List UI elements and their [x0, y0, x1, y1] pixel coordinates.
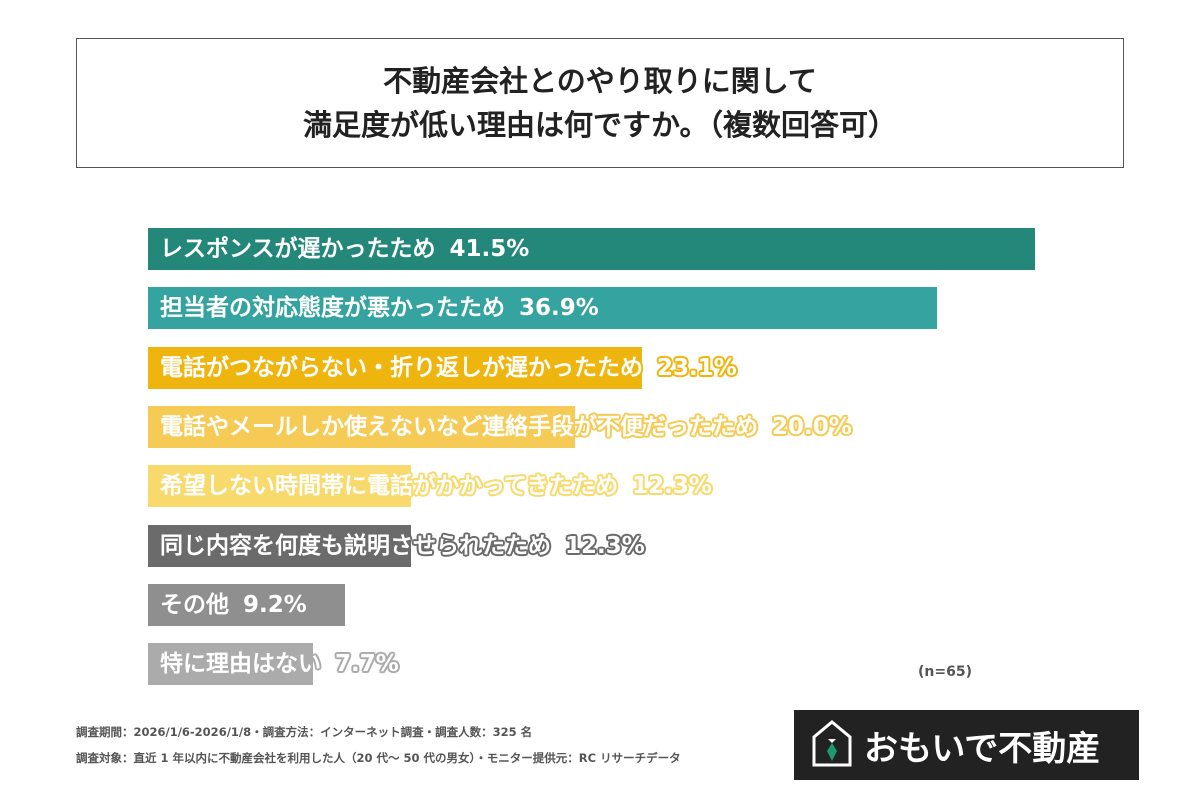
- bar-6: [148, 524, 411, 567]
- chart-title: 不動産会社とのやり取りに関して 満足度が低い理由は何ですか。（複数回答可）: [76, 38, 1124, 168]
- value-label: 9.2%: [243, 591, 307, 618]
- footer-survey-period: 調査期間：2026/1/6-2026/1/8・調査方法：インターネット調査・調査…: [76, 725, 533, 739]
- category-label: 同じ内容を何度も説明させられたため: [160, 532, 551, 559]
- logo-text: おもいで不動産: [864, 728, 1101, 769]
- bar-label-3: 電話がつながらない・折り返しが遅かったため 23.1%: [160, 347, 737, 389]
- category-label: 特に理由はない: [160, 651, 321, 678]
- value-label: 23.1%: [657, 354, 737, 381]
- bar-label-1: レスポンスが遅かったため 41.5%: [160, 228, 529, 270]
- value-label: 12.3%: [565, 532, 645, 559]
- bar-label-4: 電話やメールしか使えないなど連絡手段が不便だったため 20.0%: [160, 406, 852, 448]
- category-label: 電話がつながらない・折り返しが遅かったため: [160, 354, 643, 381]
- category-label: その他: [160, 591, 229, 618]
- title-line-2: 満足度が低い理由は何ですか。（複数回答可）: [303, 108, 897, 142]
- bar-7: [148, 583, 345, 626]
- bar-label-5: 希望しない時間帯に電話がかかってきたため 12.3%: [160, 465, 712, 507]
- bar-label-2: 担当者の対応態度が悪かったため 36.9%: [160, 287, 599, 329]
- bar-3: [148, 346, 642, 389]
- category-label: 希望しない時間帯に電話がかかってきたため: [160, 473, 619, 500]
- bar-2: [148, 287, 937, 330]
- bar-chart: レスポンスが遅かったため 41.5% 担当者の対応態度が悪かったため 36.9% 電話が…: [148, 228, 1035, 686]
- bar-label-6: 同じ内容を何度も説明させられたため 12.3%: [160, 525, 645, 567]
- bar-1: [148, 228, 1035, 270]
- category-label: 担当者の対応態度が悪かったため: [160, 295, 505, 322]
- value-label: 12.3%: [632, 473, 712, 500]
- bar-8: [148, 643, 313, 686]
- house-logo-icon: [812, 720, 852, 767]
- bar-4: [148, 405, 576, 448]
- category-label: レスポンスが遅かったため: [160, 236, 436, 262]
- value-label: 41.5%: [449, 236, 530, 262]
- category-label: 電話やメールしか使えないなど連絡手段が不便だったため: [160, 413, 758, 440]
- footer-survey-target: 調査対象：直近 1 年以内に不動産会社を利用した人（20 代～ 50 代の男女）…: [76, 751, 681, 765]
- title-line-1: 不動産会社とのやり取りに関して: [383, 64, 817, 98]
- sample-size: (n=65): [918, 664, 972, 680]
- bar-label-7: その他 9.2%: [160, 584, 307, 626]
- value-label: 7.7%: [335, 651, 399, 678]
- value-label: 36.9%: [519, 295, 599, 322]
- value-label: 20.0%: [772, 413, 852, 440]
- bar-label-8: 特に理由はない 7.7%: [160, 643, 399, 685]
- bar-5: [148, 465, 411, 508]
- brand-logo: おもいで不動産: [794, 710, 1139, 780]
